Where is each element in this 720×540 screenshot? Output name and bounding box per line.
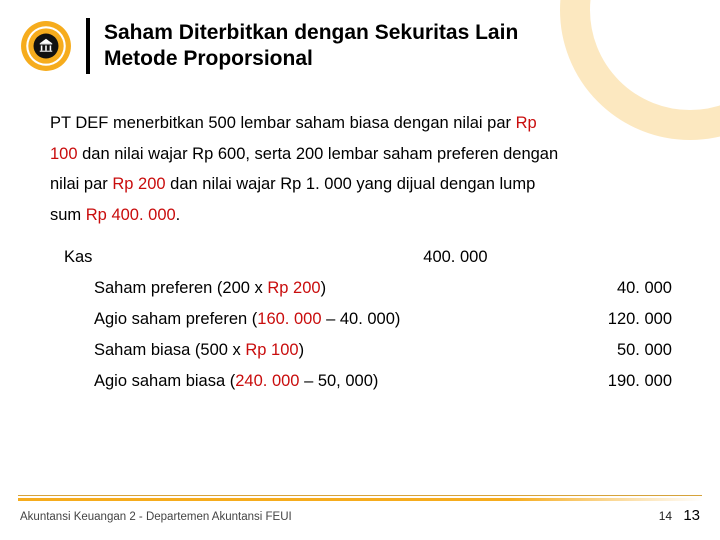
para-text: dan nilai wajar Rp 1. 000 yang dijual de… (166, 175, 536, 193)
table-row: Saham biasa (500 x Rp 100) 50. 000 (60, 335, 676, 366)
credit-amount: 190. 000 (547, 366, 676, 397)
footer-rule-thick (18, 498, 702, 501)
table-row: Agio saham preferen (160. 000 – 40. 000)… (60, 304, 676, 335)
debit-label: Kas (60, 242, 417, 273)
slide-title: Saham Diterbitkan dengan Sekuritas Lain … (104, 20, 518, 73)
empty-cell (417, 335, 546, 366)
table-row: Saham preferen (200 x Rp 200) 40. 000 (60, 273, 676, 304)
table-row: Agio saham biasa (240. 000 – 50, 000) 19… (60, 366, 676, 397)
credit-amount: 120. 000 (547, 304, 676, 335)
para-text: nilai par (50, 175, 112, 193)
title-line-2: Metode Proporsional (104, 47, 313, 70)
empty-cell (417, 304, 546, 335)
para-red: Rp 200 (112, 175, 165, 193)
credit-desc: Agio saham preferen (160. 000 – 40. 000) (60, 304, 417, 335)
header-divider (86, 18, 90, 74)
credit-desc: Saham preferen (200 x Rp 200) (60, 273, 417, 304)
para-text: PT DEF menerbitkan 500 lembar saham bias… (50, 114, 516, 132)
university-logo (20, 20, 72, 72)
para-red: Rp (516, 114, 537, 132)
footer-text: Akuntansi Keuangan 2 - Departemen Akunta… (20, 511, 292, 523)
empty-cell (547, 242, 676, 273)
para-text: . (176, 206, 181, 224)
para-red: 100 (50, 145, 78, 163)
page-number-a: 14 (659, 509, 672, 523)
title-line-1: Saham Diterbitkan dengan Sekuritas Lain (104, 21, 518, 44)
empty-cell (417, 273, 546, 304)
credit-amount: 40. 000 (547, 273, 676, 304)
credit-desc: Agio saham biasa (240. 000 – 50, 000) (60, 366, 417, 397)
para-text: sum (50, 206, 86, 224)
journal-entry-table: Kas 400. 000 Saham preferen (200 x Rp 20… (0, 242, 720, 397)
page-numbers: 14 13 (659, 507, 700, 524)
credit-desc: Saham biasa (500 x Rp 100) (60, 335, 417, 366)
slide-footer: Akuntansi Keuangan 2 - Departemen Akunta… (0, 495, 720, 524)
table-row: Kas 400. 000 (60, 242, 676, 273)
debit-amount: 400. 000 (417, 242, 546, 273)
page-number-b: 13 (683, 507, 700, 524)
footer-rule-thin (18, 495, 702, 496)
para-text: dan nilai wajar Rp 600, serta 200 lembar… (78, 145, 559, 163)
para-red: Rp 400. 000 (86, 206, 176, 224)
empty-cell (417, 366, 546, 397)
credit-amount: 50. 000 (547, 335, 676, 366)
